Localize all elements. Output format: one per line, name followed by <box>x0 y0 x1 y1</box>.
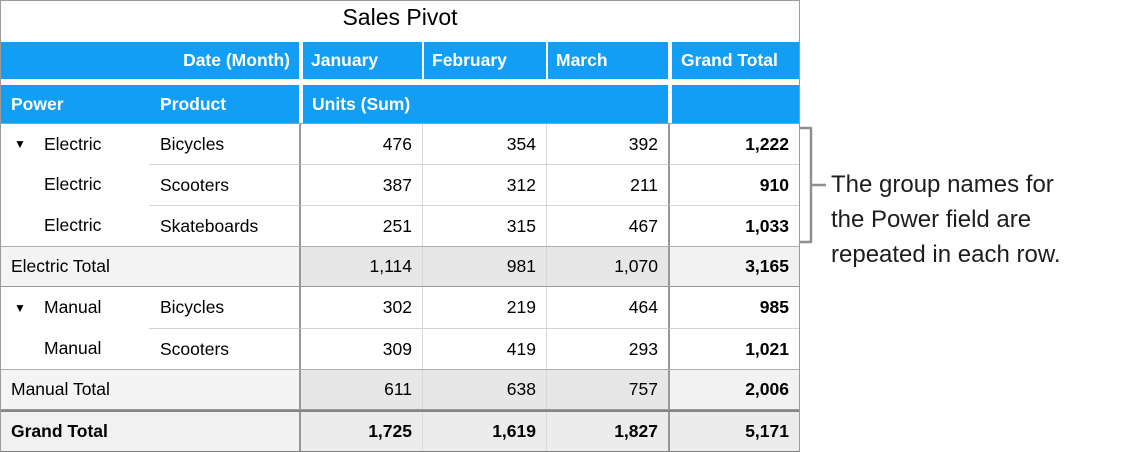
table-row-manual-total: Manual Total 611 638 757 2,006 <box>1 369 799 410</box>
cell-january-value[interactable]: 1,114 <box>299 247 422 286</box>
header-cell-product[interactable]: Product <box>149 85 299 123</box>
annotation-line: repeated in each row. <box>831 241 1061 268</box>
pivot-table: Sales Pivot Date (Month) January Februar… <box>0 0 800 452</box>
cell-row-total[interactable]: 1,222 <box>668 124 799 164</box>
power-group-label: Manual <box>44 338 102 358</box>
cell-february-value[interactable]: 354 <box>422 124 546 164</box>
cell-row-total[interactable]: 985 <box>668 287 799 328</box>
cell-january-value[interactable]: 309 <box>299 328 422 369</box>
table-row-electric-scooters: Electric Scooters 387 312 211 910 <box>1 164 799 205</box>
cell-row-total[interactable]: 5,171 <box>668 412 799 451</box>
disclosure-triangle-icon[interactable]: ▼ <box>14 136 26 151</box>
cell-march-value[interactable]: 392 <box>546 124 668 164</box>
cell-power[interactable]: Electric <box>1 164 149 205</box>
column-header-row-months: Date (Month) January February March Gran… <box>1 42 799 79</box>
cell-row-total[interactable]: 1,021 <box>668 328 799 369</box>
header-cell-date-month[interactable]: Date (Month) <box>1 42 299 79</box>
cell-january-value[interactable]: 1,725 <box>299 412 422 451</box>
cell-power[interactable]: Electric <box>1 205 149 246</box>
table-row-electric-bicycles: ▼ Electric Bicycles 476 354 392 1,222 <box>1 123 799 164</box>
callout-bracket <box>800 126 826 244</box>
table-row-electric-skateboards: Electric Skateboards 251 315 467 1,033 <box>1 205 799 246</box>
table-row-manual-bicycles: ▼ Manual Bicycles 302 219 464 985 <box>1 287 799 328</box>
table-row-grand-total: Grand Total 1,725 1,619 1,827 5,171 <box>1 410 799 451</box>
cell-row-total[interactable]: 1,033 <box>668 205 799 246</box>
column-header-row-fields: Power Product Units (Sum) <box>1 85 799 123</box>
cell-power[interactable]: ▼ Manual <box>1 287 149 328</box>
pivot-table-title[interactable]: Sales Pivot <box>1 1 799 42</box>
header-cell-grand-total[interactable]: Grand Total <box>668 42 799 79</box>
table-row-electric-total: Electric Total 1,114 981 1,070 3,165 <box>1 246 799 287</box>
cell-row-total[interactable]: 910 <box>668 164 799 205</box>
cell-grand-total-label[interactable]: Grand Total <box>1 412 299 451</box>
cell-january-value[interactable]: 302 <box>299 287 422 328</box>
cell-product[interactable]: Scooters <box>149 164 299 205</box>
header-cell-power[interactable]: Power <box>1 85 149 123</box>
disclosure-triangle-icon[interactable]: ▼ <box>14 300 26 315</box>
cell-power[interactable]: Manual <box>1 328 149 369</box>
cell-march-value[interactable]: 293 <box>546 328 668 369</box>
cell-subtotal-label[interactable]: Electric Total <box>1 247 299 286</box>
cell-february-value[interactable]: 638 <box>422 370 546 409</box>
cell-march-value[interactable]: 1,827 <box>546 412 668 451</box>
cell-subtotal-label[interactable]: Manual Total <box>1 370 299 409</box>
annotation-line: the Power field are <box>831 206 1032 233</box>
cell-january-value[interactable]: 251 <box>299 205 422 246</box>
header-cell-january[interactable]: January <box>299 42 422 79</box>
power-group-label: Electric <box>44 215 102 235</box>
header-divider <box>1 79 799 85</box>
power-group-label: Manual <box>44 297 102 317</box>
cell-march-value[interactable]: 467 <box>546 205 668 246</box>
cell-march-value[interactable]: 211 <box>546 164 668 205</box>
header-cell-empty[interactable] <box>668 85 799 123</box>
header-cell-units-sum[interactable]: Units (Sum) <box>299 85 668 123</box>
cell-january-value[interactable]: 387 <box>299 164 422 205</box>
cell-february-value[interactable]: 981 <box>422 247 546 286</box>
power-group-label: Electric <box>44 174 102 194</box>
annotation-line: The group names for <box>831 171 1054 198</box>
cell-february-value[interactable]: 315 <box>422 205 546 246</box>
cell-row-total[interactable]: 2,006 <box>668 370 799 409</box>
cell-row-total[interactable]: 3,165 <box>668 247 799 286</box>
power-group-label: Electric <box>44 133 102 154</box>
cell-february-value[interactable]: 312 <box>422 164 546 205</box>
cell-february-value[interactable]: 419 <box>422 328 546 369</box>
cell-power[interactable]: ▼ Electric <box>1 124 149 164</box>
cell-february-value[interactable]: 219 <box>422 287 546 328</box>
cell-march-value[interactable]: 464 <box>546 287 668 328</box>
cell-march-value[interactable]: 1,070 <box>546 247 668 286</box>
cell-product[interactable]: Bicycles <box>160 297 225 317</box>
cell-product[interactable]: Skateboards <box>149 205 299 246</box>
cell-january-value[interactable]: 611 <box>299 370 422 409</box>
cell-product[interactable]: Scooters <box>149 328 299 369</box>
cell-january-value[interactable]: 476 <box>299 124 422 164</box>
cell-february-value[interactable]: 1,619 <box>422 412 546 451</box>
cell-march-value[interactable]: 757 <box>546 370 668 409</box>
cell-product[interactable]: Bicycles <box>160 133 225 154</box>
header-cell-march[interactable]: March <box>546 42 668 79</box>
annotation-text: The group names for the Power field are … <box>831 167 1061 272</box>
table-row-manual-scooters: Manual Scooters 309 419 293 1,021 <box>1 328 799 369</box>
header-cell-february[interactable]: February <box>422 42 546 79</box>
